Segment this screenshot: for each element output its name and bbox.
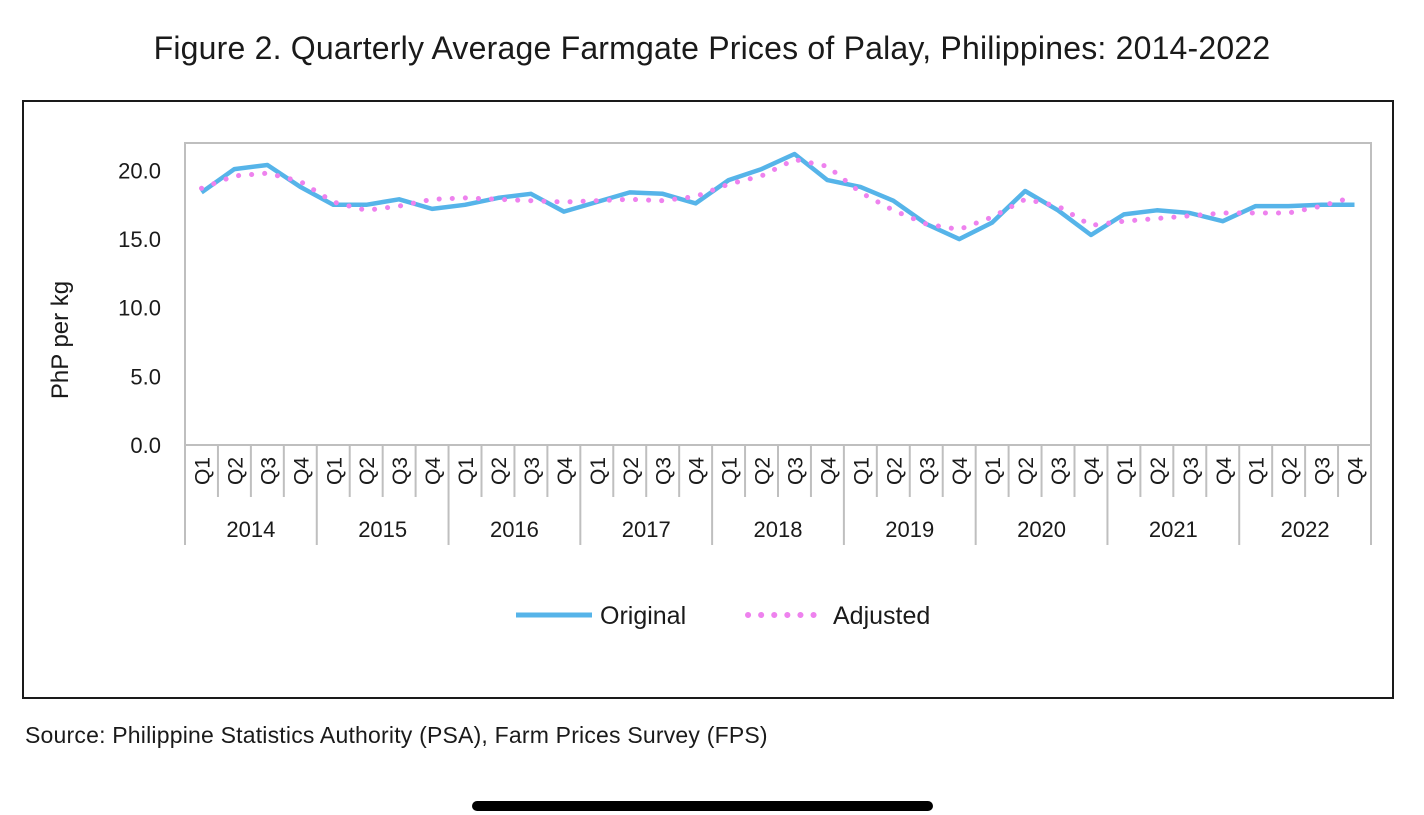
y-tick-label-0: 0.0 <box>130 433 161 458</box>
year-label-2019: 2019 <box>885 517 934 542</box>
quarter-label: Q2 <box>224 457 247 485</box>
quarter-label: Q3 <box>653 457 676 485</box>
year-label-2018: 2018 <box>754 517 803 542</box>
quarter-label: Q1 <box>1246 457 1269 485</box>
quarter-label: Q1 <box>455 457 478 485</box>
chart-title: Figure 2. Quarterly Average Farmgate Pri… <box>153 30 1271 66</box>
quarter-label: Q4 <box>949 457 972 485</box>
y-tick-label-4: 20.0 <box>118 158 161 183</box>
quarter-label: Q3 <box>257 457 280 485</box>
quarter-label: Q1 <box>1114 457 1137 485</box>
quarter-label: Q4 <box>686 457 709 485</box>
quarter-label: Q2 <box>1147 457 1170 485</box>
quarter-label: Q2 <box>1015 457 1038 485</box>
chart-frame <box>22 100 1394 699</box>
quarter-label: Q1 <box>850 457 873 485</box>
quarter-label: Q3 <box>521 457 544 485</box>
y-tick-label-3: 15.0 <box>118 227 161 252</box>
series-line-original <box>200 151 1355 242</box>
quarter-label: Q1 <box>323 457 346 485</box>
quarter-label: Q3 <box>784 457 807 485</box>
quarter-label: Q3 <box>1180 457 1203 485</box>
quarter-label: Q3 <box>389 457 412 485</box>
y-tick-label-2: 10.0 <box>118 296 161 321</box>
quarter-label: Q3 <box>1312 457 1335 485</box>
year-label-2020: 2020 <box>1017 517 1066 542</box>
quarter-label: Q2 <box>356 457 379 485</box>
quarter-label: Q3 <box>1048 457 1071 485</box>
year-label-2021: 2021 <box>1149 517 1198 542</box>
legend-label-adjusted: Adjusted <box>833 602 930 630</box>
source-note: Source: Philippine Statistics Authority … <box>25 722 768 748</box>
quarter-label: Q1 <box>719 457 742 485</box>
quarter-label: Q2 <box>488 457 511 485</box>
plot-area <box>184 142 1372 446</box>
quarter-label: Q4 <box>1213 457 1236 485</box>
home-indicator[interactable] <box>472 801 933 811</box>
year-label-2014: 2014 <box>226 517 275 542</box>
year-label-2022: 2022 <box>1281 517 1330 542</box>
quarter-label: Q4 <box>554 457 577 485</box>
legend-label-original: Original <box>600 602 686 630</box>
quarter-label: Q4 <box>1345 457 1368 485</box>
quarter-label: Q4 <box>290 457 313 485</box>
quarter-label: Q4 <box>422 457 445 485</box>
year-label-2016: 2016 <box>490 517 539 542</box>
y-axis-label: PhP per kg <box>47 281 74 399</box>
year-label-2015: 2015 <box>358 517 407 542</box>
quarter-label: Q1 <box>191 457 214 485</box>
quarter-label: Q1 <box>587 457 610 485</box>
quarter-label: Q4 <box>1081 457 1104 485</box>
y-tick-label-1: 5.0 <box>130 364 161 389</box>
quarter-label: Q2 <box>883 457 906 485</box>
quarter-label: Q1 <box>982 457 1005 485</box>
quarter-label: Q4 <box>817 457 840 485</box>
quarter-label: Q2 <box>1279 457 1302 485</box>
quarter-label: Q2 <box>620 457 643 485</box>
year-label-2017: 2017 <box>622 517 671 542</box>
series-line-adjusted <box>199 156 1357 233</box>
quarter-label: Q2 <box>752 457 775 485</box>
quarter-label: Q3 <box>916 457 939 485</box>
